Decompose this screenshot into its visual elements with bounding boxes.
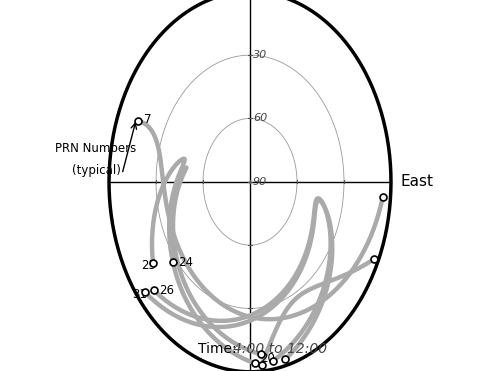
Text: 7: 7 [144, 112, 151, 125]
Text: PRN Numbers: PRN Numbers [56, 142, 136, 155]
Text: 30: 30 [253, 50, 267, 60]
Text: East: East [400, 174, 434, 189]
Text: 90: 90 [253, 177, 267, 187]
Text: 20: 20 [260, 352, 275, 365]
Text: 31: 31 [132, 288, 147, 301]
Text: 4:00 to 12:00: 4:00 to 12:00 [234, 342, 328, 356]
Text: 60: 60 [253, 114, 267, 124]
Text: (typical): (typical) [72, 164, 120, 177]
Text: Time:: Time: [198, 342, 236, 356]
Text: 26: 26 [159, 284, 174, 297]
Text: 25: 25 [141, 259, 156, 272]
Text: 24: 24 [178, 256, 194, 269]
